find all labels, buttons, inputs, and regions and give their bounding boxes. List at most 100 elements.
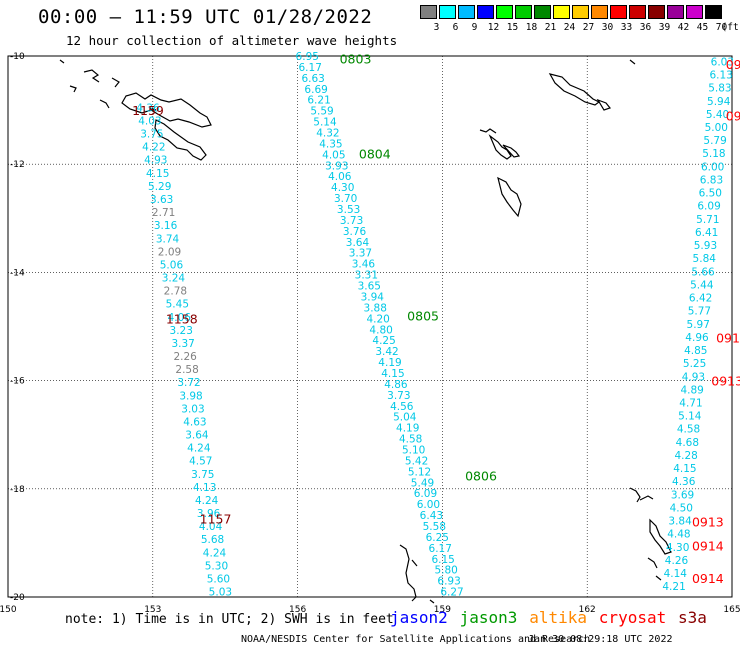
wave-height-value: 4.20: [366, 313, 389, 325]
wave-height-value: 4.36: [672, 476, 696, 488]
latitude-tick-label: -12: [10, 160, 25, 170]
wave-height-value: 4.15: [146, 168, 169, 180]
wave-height-value: 3.16: [154, 220, 178, 232]
wave-height-value: 3.24: [162, 273, 186, 285]
wave-height-value: 4.32: [316, 128, 339, 140]
longitude-tick-label: 159: [434, 605, 451, 615]
wave-height-value: 6.17: [429, 543, 452, 555]
wave-height-value: 4.30: [331, 182, 354, 194]
pass-time-label: 0803: [340, 52, 372, 67]
wave-height-value: 4.68: [676, 437, 699, 449]
wave-height-value: 2.78: [164, 286, 187, 298]
wave-height-value: 4.89: [680, 384, 703, 396]
wave-height-value: 5.40: [706, 109, 729, 121]
longitude-tick-label: 165: [723, 605, 740, 615]
legend-swatch: [496, 5, 513, 19]
wave-height-value: 3.63: [150, 194, 173, 206]
legend-label: 70: [715, 22, 728, 33]
wave-height-value: 6.25: [426, 532, 449, 544]
wave-height-value: 3.84: [668, 516, 692, 528]
legend-label: 45: [696, 22, 709, 33]
wave-height-value: 5.06: [160, 259, 184, 271]
pass-time-label: 1157: [200, 512, 232, 527]
wave-height-value: 3.94: [361, 291, 385, 303]
wave-height-value: 5.83: [708, 83, 731, 95]
wave-height-value: 3.31: [355, 270, 378, 282]
wave-height-value: 4.28: [674, 450, 697, 462]
wave-height-value: 3.75: [191, 469, 214, 481]
wave-height-value: 5.30: [205, 560, 228, 572]
wave-height-value: 4.71: [679, 398, 702, 410]
legend-label: 21: [544, 22, 557, 33]
wave-height-value: 3.37: [171, 338, 194, 350]
legend-swatch: [515, 5, 532, 19]
pass-time-label: 0912: [726, 57, 740, 72]
altimeter-tracks: 4.364.033.754.224.934.155.293.632.713.16…: [132, 51, 740, 599]
page-title: 00:00 – 11:59 UTC 01/28/2022: [38, 6, 373, 28]
legend-label: 6: [452, 22, 459, 33]
wave-height-value: 6.63: [301, 73, 324, 85]
legend-swatch: [458, 5, 475, 19]
legend-swatch: [534, 5, 551, 19]
satellite-name: jason3: [459, 608, 518, 627]
wave-height-value: 2.09: [158, 246, 181, 258]
wave-height-value: 5.66: [691, 266, 715, 278]
wave-height-value: 5.60: [207, 574, 230, 586]
legend-label: 36: [639, 22, 652, 33]
wave-height-value: 3.53: [337, 204, 360, 216]
wave-height-value: 6.42: [689, 293, 712, 305]
wave-height-value: 3.70: [334, 193, 357, 205]
wave-height-value: 6.69: [304, 84, 327, 96]
wave-height-value: 4.96: [685, 332, 709, 344]
wave-height-value: 4.25: [372, 335, 395, 347]
page-subtitle: 12 hour collection of altimeter wave hei…: [66, 33, 398, 48]
pass-time-label: 0806: [465, 468, 497, 483]
longitude-tick-label: 162: [579, 605, 596, 615]
wave-height-value: 3.73: [340, 215, 363, 227]
legend-label: 33: [620, 22, 633, 33]
wave-height-value: 3.65: [358, 281, 381, 293]
wave-height-value: 4.24: [203, 547, 227, 559]
legend-label: 18: [525, 22, 538, 33]
legend-swatch: [477, 5, 494, 19]
legend-swatch: [705, 5, 722, 19]
wave-height-value: 5.94: [707, 96, 731, 108]
wave-height-value: 6.50: [699, 188, 722, 200]
wave-height-value: 4.24: [195, 495, 219, 507]
wave-height-value: 5.29: [148, 181, 171, 193]
wave-height-value: 4.04: [199, 521, 223, 533]
latitude-tick-label: -14: [10, 268, 25, 278]
wave-height-value: 4.06: [168, 312, 192, 324]
wave-height-value: 4.58: [677, 424, 700, 436]
wave-height-value: 4.93: [144, 155, 167, 167]
wave-height-value: 5.14: [313, 117, 337, 129]
wave-height-value: 4.36: [136, 102, 160, 114]
legend-swatch: [610, 5, 627, 19]
wave-height-value: 6.15: [431, 554, 454, 566]
legend-swatch: [591, 5, 608, 19]
track-east: 6.03 6.135.835.945.405.005.795.186.006.83…: [662, 56, 740, 593]
wave-height-value: 5.71: [696, 214, 719, 226]
wave-height-value: 3.03: [181, 403, 204, 415]
wave-height-value: 6.03: [711, 56, 734, 68]
satellite-name: s3a: [678, 608, 707, 627]
coastlines: [59, 59, 672, 604]
pass-time-label: 0914: [692, 539, 724, 554]
wave-height-value: 5.18: [702, 148, 725, 160]
longitude-tick-label: 153: [144, 605, 161, 615]
wave-height-value: 3.64: [346, 237, 370, 249]
wave-height-value: 3.72: [177, 377, 200, 389]
wave-height-value: 5.97: [687, 319, 710, 331]
footnote: note: 1) Time is in UTC; 2) SWH is in fe…: [65, 612, 394, 627]
wave-height-value: 5.79: [703, 135, 726, 147]
wave-height-value: 6.83: [700, 174, 723, 186]
wave-height-value: 5.00: [705, 122, 728, 134]
wave-height-value: 5.58: [423, 521, 446, 533]
wave-height-value: 5.04: [393, 412, 417, 424]
latitude-tick-label: -10: [10, 52, 25, 62]
wave-height-value: 3.42: [375, 346, 398, 358]
wave-height-value: 2.58: [175, 364, 198, 376]
pass-time-label: 0804: [359, 146, 391, 161]
wave-height-value: 4.05: [322, 149, 345, 161]
wave-height-value: 5.42: [405, 455, 428, 467]
